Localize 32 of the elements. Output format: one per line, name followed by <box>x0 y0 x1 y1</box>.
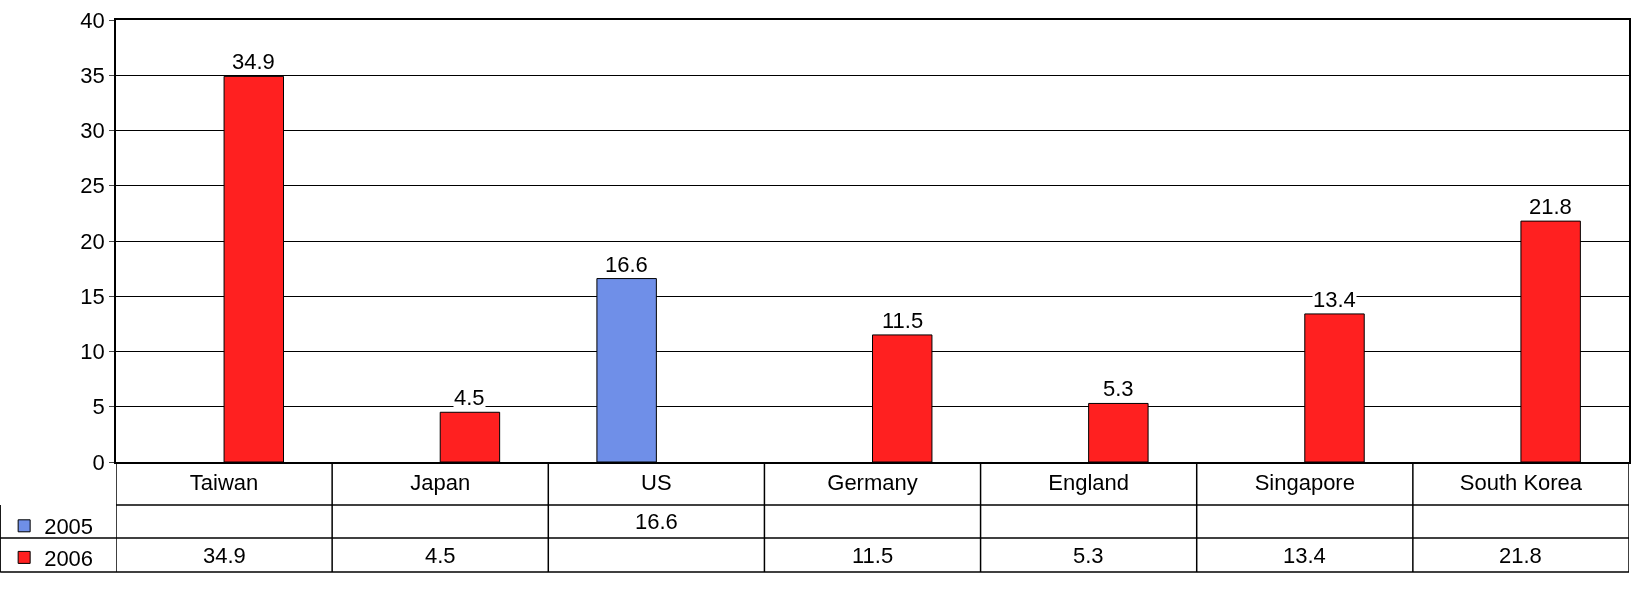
x-tick-label: South Korea <box>1459 470 1583 496</box>
text: 16.6 <box>635 509 678 534</box>
x-tick-label: Germany <box>827 470 918 496</box>
data-label: 4.5 <box>425 543 456 568</box>
annotation: 21.8 <box>1529 194 1572 219</box>
legend-label: 2005 <box>44 514 94 540</box>
annotation: 34.9 <box>232 49 275 74</box>
x-tick-label: Japan <box>410 470 471 496</box>
y-tick-label: 20 <box>80 228 105 254</box>
y-tick-label: 40 <box>80 7 105 33</box>
y-tick-label: 10 <box>80 339 105 365</box>
data-label: 13.4 <box>1283 543 1326 568</box>
legend-label: 2006 <box>44 545 94 571</box>
annotation: 5.3 <box>1103 376 1134 401</box>
y-tick-label: 30 <box>80 118 105 144</box>
data-label: 16.6 <box>605 252 648 277</box>
annotation: 11.5 <box>882 308 924 333</box>
x-tick-label: Taiwan <box>189 470 259 496</box>
annotation: 4.5 <box>454 385 485 410</box>
y-tick-label: 0 <box>92 449 105 475</box>
data-label: 11.5 <box>852 543 894 568</box>
x-tick-label: Singapore <box>1254 470 1355 496</box>
x-tick-label: England <box>1048 470 1130 496</box>
annotation: 13.4 <box>1313 287 1356 312</box>
y-tick-label: 5 <box>92 394 105 420</box>
y-tick-label: 15 <box>80 283 105 309</box>
data-label: 5.3 <box>1073 543 1104 568</box>
data-label: 34.9 <box>203 543 246 568</box>
x-tick-label: US <box>641 470 672 496</box>
y-tick-label: 35 <box>80 62 105 88</box>
data-label: 21.8 <box>1499 543 1542 568</box>
y-tick-label: 25 <box>80 173 105 199</box>
